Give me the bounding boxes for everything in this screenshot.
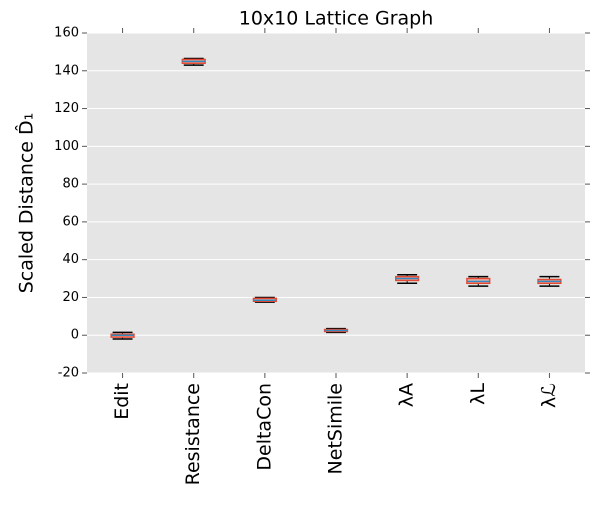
y-tick-label: 60 [62, 214, 79, 229]
x-tick-label: λL [467, 383, 489, 405]
y-tick-label: 120 [54, 101, 79, 116]
y-tick-label: 140 [54, 63, 79, 78]
y-axis-label: Scaled Distance D̂₁ [15, 113, 37, 294]
y-tick-label: 160 [54, 26, 79, 41]
chart-title: 10x10 Lattice Graph [239, 8, 434, 30]
x-tick-label: Edit [111, 383, 133, 420]
x-tick-label: DeltaCon [253, 383, 275, 471]
x-tick-label: NetSimile [325, 383, 347, 474]
x-tick-label: Resistance [182, 383, 204, 485]
y-tick-label: -20 [58, 366, 79, 381]
y-tick-label: 40 [62, 252, 79, 267]
x-tick-label: λA [396, 383, 418, 407]
y-tick-label: 80 [62, 177, 79, 192]
y-tick-label: 0 [71, 328, 79, 343]
y-tick-label: 100 [54, 139, 79, 154]
x-tick-label: λℒ [538, 383, 560, 408]
plot-background [87, 33, 585, 373]
y-tick-label: 20 [62, 290, 79, 305]
